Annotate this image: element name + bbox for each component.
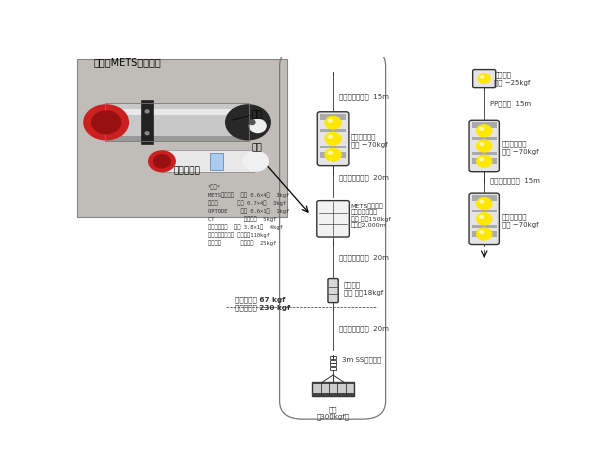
Text: ダブラーロープ  20m: ダブラーロープ 20m <box>338 254 389 261</box>
Circle shape <box>244 151 268 171</box>
Circle shape <box>476 125 492 137</box>
Circle shape <box>476 198 492 210</box>
Bar <box>330 367 337 369</box>
Bar <box>330 360 337 363</box>
FancyBboxPatch shape <box>317 112 349 166</box>
FancyBboxPatch shape <box>469 193 499 245</box>
Text: ダブラーロープ  15m: ダブラーロープ 15m <box>338 94 389 100</box>
Circle shape <box>480 200 484 203</box>
Text: 3m SSチェーン: 3m SSチェーン <box>343 357 382 363</box>
Circle shape <box>145 110 149 113</box>
Circle shape <box>478 74 491 84</box>
Bar <box>320 129 346 132</box>
Bar <box>161 150 254 172</box>
Circle shape <box>476 155 492 167</box>
Circle shape <box>145 132 149 135</box>
Bar <box>472 225 497 228</box>
Text: 改良型METSセンサー: 改良型METSセンサー <box>94 57 161 67</box>
Circle shape <box>149 151 175 172</box>
FancyBboxPatch shape <box>317 201 349 237</box>
Bar <box>210 153 223 170</box>
Circle shape <box>476 213 492 225</box>
Bar <box>330 357 337 359</box>
Bar <box>161 150 254 172</box>
Bar <box>472 210 497 212</box>
Bar <box>320 146 346 149</box>
Text: ガラス玉
水中 −25kgf: ガラス玉 水中 −25kgf <box>494 71 531 86</box>
Bar <box>77 59 287 217</box>
Circle shape <box>250 120 255 124</box>
Bar <box>472 123 497 128</box>
Text: 浮上力：約 67 kgf
設置力：約 230 kgf: 浮上力：約 67 kgf 設置力：約 230 kgf <box>235 297 290 311</box>
Text: 吸引: 吸引 <box>252 144 262 153</box>
Text: ダブラーロープ  15m: ダブラーロープ 15m <box>490 177 539 184</box>
Text: ダブラーロープ  20m: ダブラーロープ 20m <box>338 175 389 181</box>
Circle shape <box>480 158 484 161</box>
Circle shape <box>480 127 484 131</box>
Circle shape <box>480 215 484 219</box>
Circle shape <box>476 228 492 240</box>
Circle shape <box>480 231 484 234</box>
Bar <box>105 104 250 141</box>
FancyBboxPatch shape <box>328 279 338 303</box>
Bar <box>312 382 354 396</box>
Bar <box>312 394 354 396</box>
Circle shape <box>325 132 341 145</box>
Text: ３連ガラス玉
水中 −70kgf: ３連ガラス玉 水中 −70kgf <box>351 133 388 148</box>
Text: ３連ガラス玉
水中 −70kgf: ３連ガラス玉 水中 −70kgf <box>502 213 538 228</box>
Text: ダブラーロープ  20m: ダブラーロープ 20m <box>338 326 389 333</box>
Bar <box>472 231 497 236</box>
Bar <box>320 114 346 120</box>
Circle shape <box>325 116 341 129</box>
Circle shape <box>481 76 484 78</box>
Bar <box>312 382 354 385</box>
Text: PPロープ  15m: PPロープ 15m <box>490 100 531 107</box>
Circle shape <box>328 135 332 138</box>
Text: 重錘
（300kgf）: 重錘 （300kgf） <box>317 406 350 420</box>
Circle shape <box>480 142 484 146</box>
Circle shape <box>84 105 128 140</box>
Text: *内訳*
METSセンサー  水中 0.6×4台  3kgf
ポンプ      水中 0.7×4台  3kgf
OPTODE    水中 0.6×1台  1kg: *内訳* METSセンサー 水中 0.6×4台 3kgf ポンプ 水中 0.7×… <box>208 185 289 245</box>
FancyBboxPatch shape <box>469 120 499 172</box>
Text: 吐出: 吐出 <box>252 110 262 119</box>
Text: METSセンサー
評価用フレーム
水中 概重150kgf
耐水圧2,000m: METSセンサー 評価用フレーム 水中 概重150kgf 耐水圧2,000m <box>351 203 391 228</box>
Circle shape <box>92 111 121 134</box>
Circle shape <box>325 149 341 161</box>
Bar <box>472 158 497 164</box>
Circle shape <box>328 151 332 154</box>
Circle shape <box>476 140 492 152</box>
Bar <box>105 136 250 141</box>
FancyBboxPatch shape <box>473 70 496 88</box>
Bar <box>320 151 346 158</box>
Bar <box>472 137 497 140</box>
Bar <box>330 363 337 366</box>
Bar <box>105 109 250 115</box>
Text: ３連ガラス玉
水中 −70kgf: ３連ガラス玉 水中 −70kgf <box>502 140 538 155</box>
Bar <box>105 104 250 141</box>
Text: 水中切離
水中 概重18kgf: 水中切離 水中 概重18kgf <box>344 281 383 296</box>
Bar <box>141 100 153 144</box>
Circle shape <box>328 119 332 122</box>
Circle shape <box>250 119 266 132</box>
Text: 水中ポンプ: 水中ポンプ <box>173 166 200 175</box>
Bar <box>472 195 497 201</box>
Bar <box>472 152 497 155</box>
Circle shape <box>154 155 170 168</box>
Circle shape <box>226 105 270 140</box>
